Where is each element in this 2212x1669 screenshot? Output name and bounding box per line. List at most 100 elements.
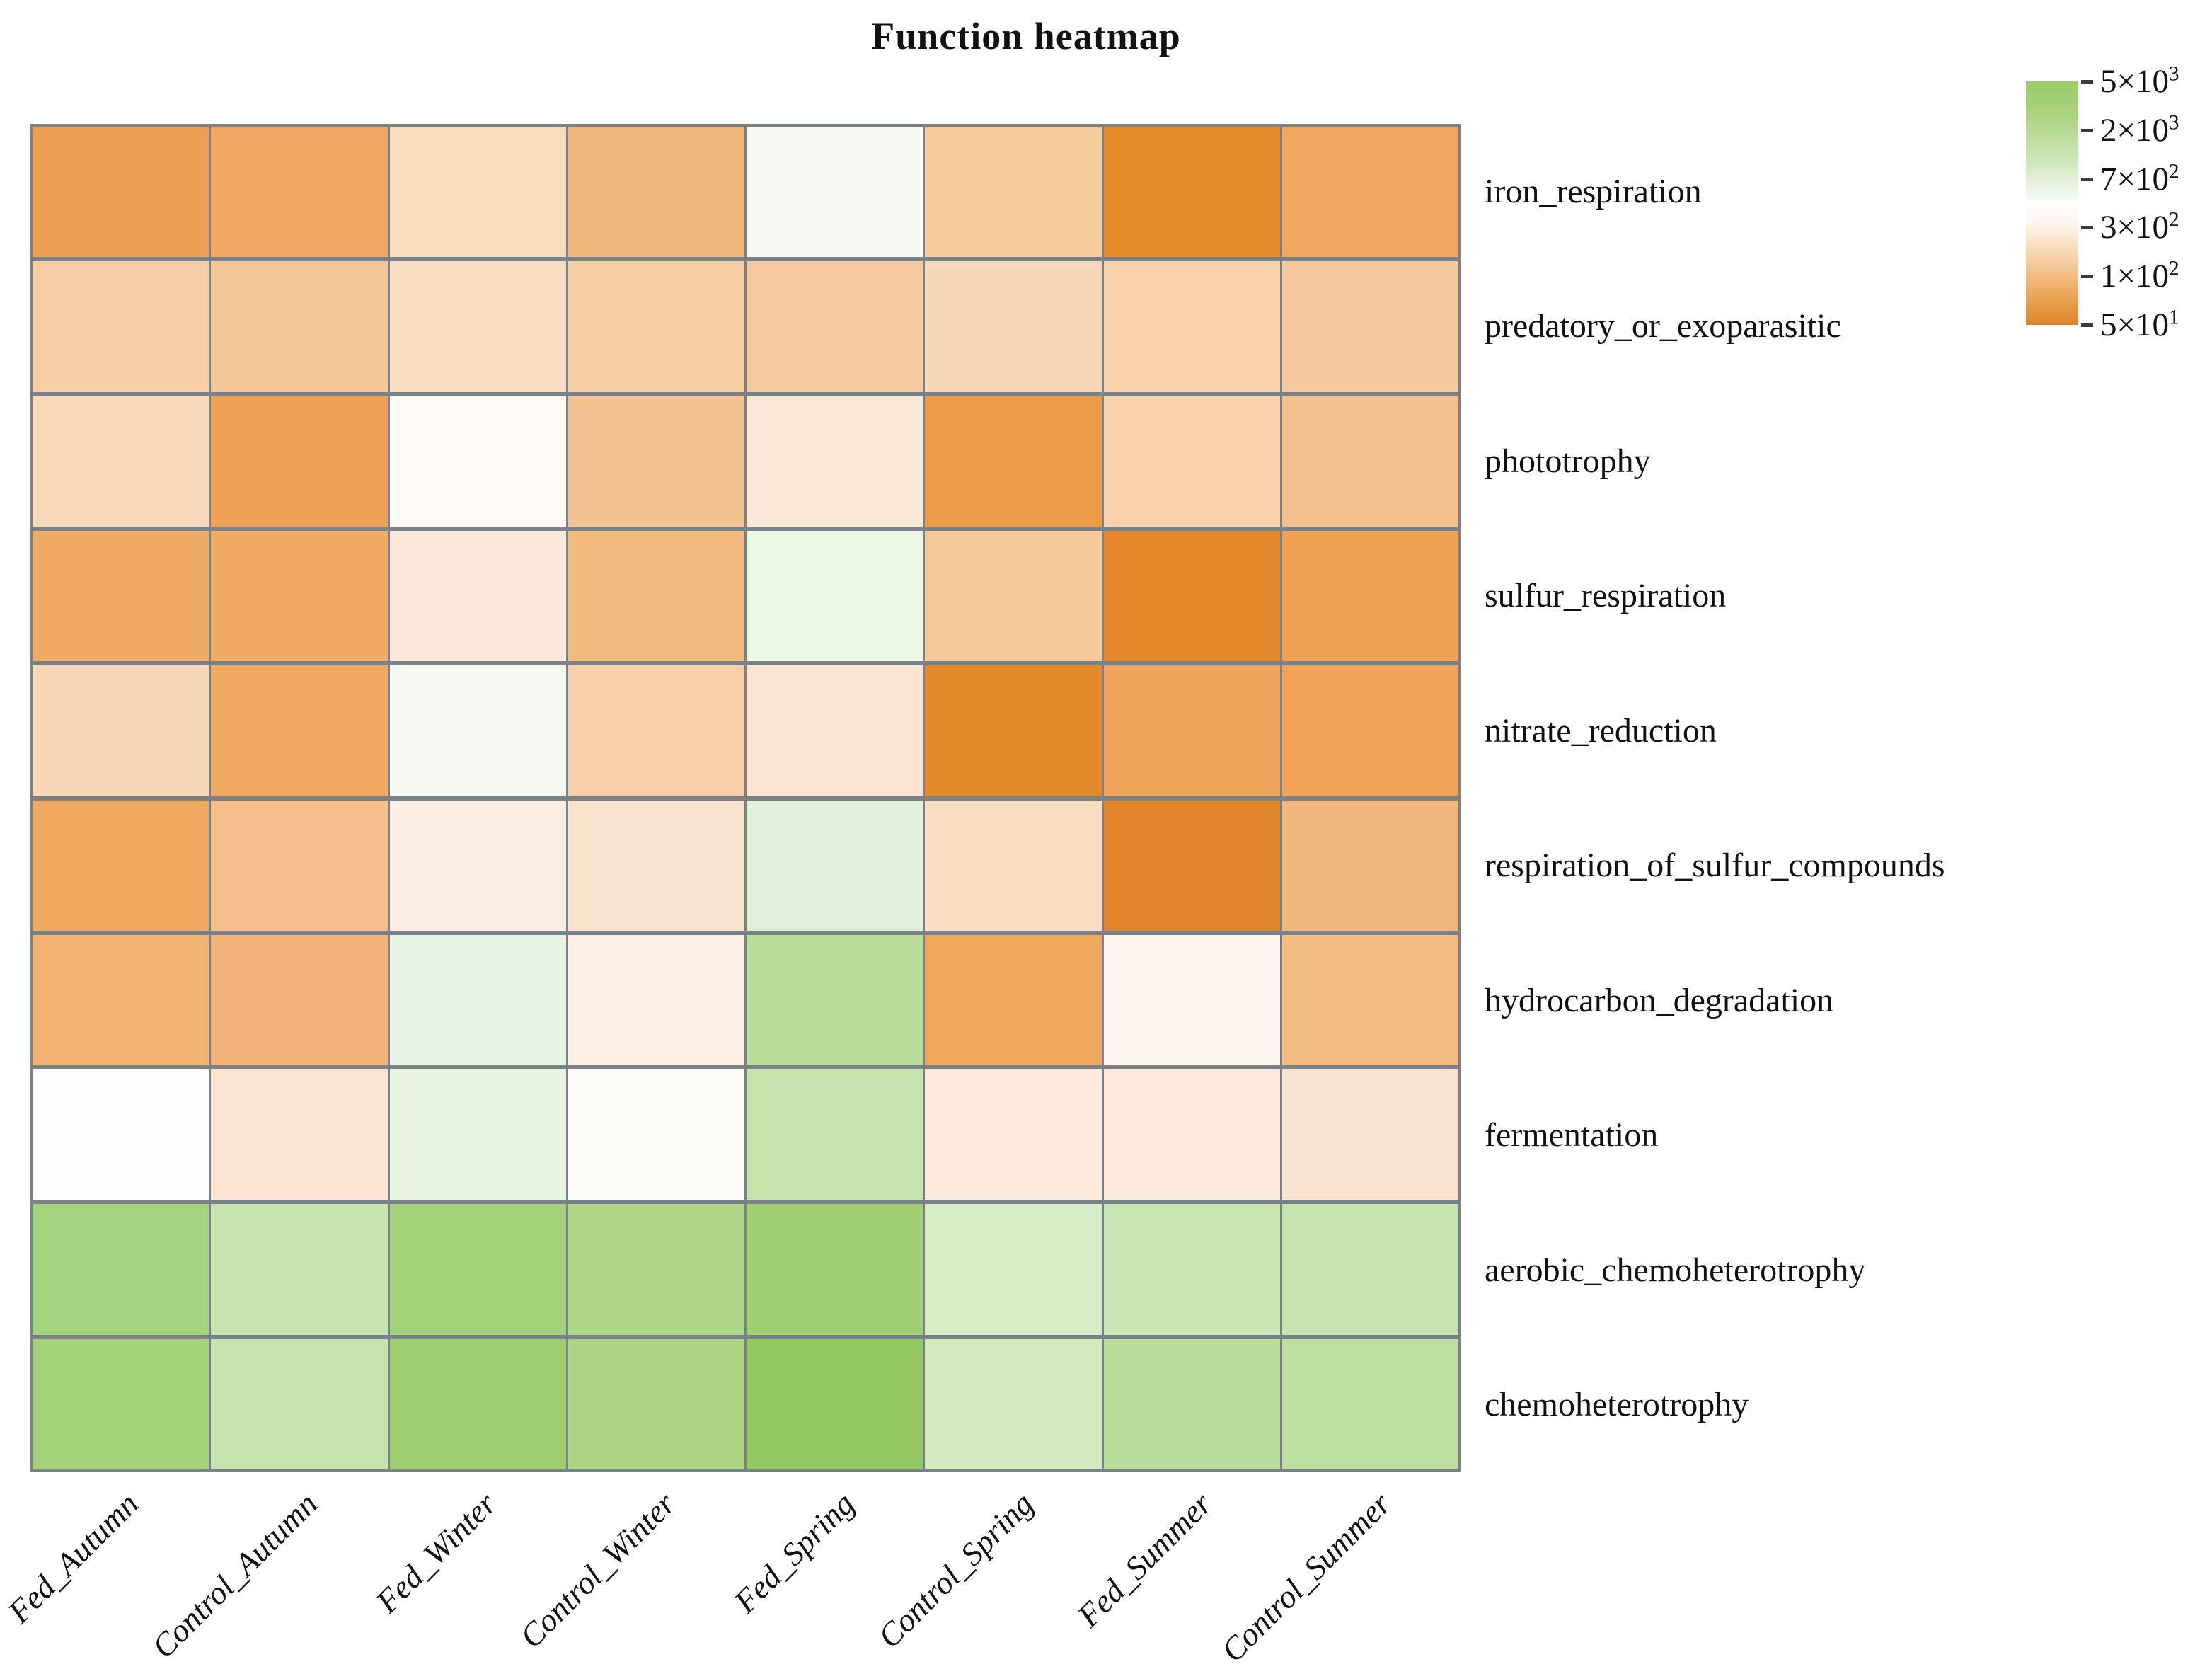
heatmap-cell-r9-c3: [568, 1338, 744, 1469]
heatmap-cell-r0-c0: [33, 127, 209, 258]
heatmap-cell-r3-c4: [747, 530, 923, 662]
column-label-Fed_Autumn: Fed_Autumn: [1, 1485, 146, 1630]
heatmap-cell-r8-c4: [747, 1204, 923, 1335]
row-label-sulfur_respiration: sulfur_respiration: [1485, 577, 1727, 615]
heatmap-cell-r4-c1: [211, 665, 388, 796]
heatmap-cell-r0-c3: [568, 127, 744, 258]
heatmap-cell-r0-c6: [1103, 127, 1280, 258]
heatmap-cell-r4-c2: [389, 665, 566, 796]
heatmap-cell-r9-c6: [1103, 1338, 1280, 1469]
heatmap-cell-r7-c1: [211, 1069, 388, 1200]
heatmap-cell-r1-c6: [1103, 261, 1280, 392]
row-label-chemoheterotrophy: chemoheterotrophy: [1485, 1386, 1749, 1424]
heatmap-cell-r1-c1: [211, 261, 388, 392]
heatmap-cell-r2-c1: [211, 396, 388, 527]
heatmap-cell-r8-c5: [925, 1204, 1102, 1335]
heatmap-cell-r7-c2: [389, 1069, 566, 1200]
heatmap-cell-r7-c5: [925, 1069, 1102, 1200]
legend-tick-mark: [2081, 323, 2093, 327]
row-axis-labels: iron_respiration predatory_or_exoparasiti…: [1485, 124, 2178, 1472]
heatmap-cell-r0-c7: [1281, 127, 1458, 258]
heatmap-cell-r0-c2: [389, 127, 566, 258]
column-label-Fed_Summer: Fed_Summer: [1070, 1485, 1219, 1634]
heatmap-cell-r1-c3: [568, 261, 744, 392]
legend-tick-label-700: 7×102: [2100, 159, 2179, 197]
legend-tick-label-5000: 5×103: [2100, 62, 2179, 100]
heatmap-cell-r4-c4: [747, 665, 923, 796]
chart-title: Function heatmap: [871, 15, 1181, 57]
heatmap-cell-r2-c2: [389, 396, 566, 527]
heatmap-cell-r3-c6: [1103, 530, 1280, 662]
heatmap-cell-r7-c4: [747, 1069, 923, 1200]
heatmap-cell-r0-c4: [747, 127, 923, 258]
legend-tick-mark: [2081, 80, 2093, 84]
heatmap-cell-r1-c7: [1281, 261, 1458, 392]
heatmap-cell-r7-c0: [33, 1069, 209, 1200]
heatmap-cell-r8-c6: [1103, 1204, 1280, 1335]
heatmap-cell-r2-c0: [33, 396, 209, 527]
heatmap-cell-r8-c7: [1281, 1204, 1458, 1335]
heatmap-cell-r4-c5: [925, 665, 1102, 796]
heatmap-cell-r3-c1: [211, 530, 388, 662]
heatmap-cell-r9-c2: [389, 1338, 566, 1469]
heatmap-cell-r3-c2: [389, 530, 566, 662]
heatmap-cell-r2-c6: [1103, 396, 1280, 527]
heatmap-cell-r6-c7: [1281, 934, 1458, 1066]
heatmap-cell-r5-c5: [925, 800, 1102, 931]
heatmap-grid: [30, 124, 1461, 1472]
heatmap-cell-r5-c7: [1281, 800, 1458, 931]
heatmap-cell-r5-c6: [1103, 800, 1280, 931]
legend-tick-label-2000: 2×103: [2100, 111, 2179, 149]
heatmap-cell-r5-c3: [568, 800, 744, 931]
legend-tick-label-50: 5×101: [2100, 306, 2179, 343]
heatmap-cell-r2-c5: [925, 396, 1102, 527]
heatmap-cell-r1-c0: [33, 261, 209, 392]
heatmap-cell-r3-c3: [568, 530, 744, 662]
row-label-phototrophy: phototrophy: [1485, 442, 1651, 480]
legend-tick-mark: [2081, 128, 2093, 132]
heatmap-cell-r0-c1: [211, 127, 388, 258]
heatmap-cell-r9-c0: [33, 1338, 209, 1469]
heatmap-cell-r9-c4: [747, 1338, 923, 1469]
heatmap-cell-r7-c3: [568, 1069, 744, 1200]
heatmap-cell-r5-c0: [33, 800, 209, 931]
heatmap-cell-r6-c6: [1103, 934, 1280, 1066]
heatmap-cell-r8-c3: [568, 1204, 744, 1335]
legend-tick-mark: [2081, 226, 2093, 230]
heatmap-cell-r3-c0: [33, 530, 209, 662]
heatmap-cell-r1-c4: [747, 261, 923, 392]
heatmap-cell-r6-c0: [33, 934, 209, 1066]
heatmap-cell-r4-c3: [568, 665, 744, 796]
legend-tick-mark: [2081, 177, 2093, 181]
heatmap-cell-r7-c6: [1103, 1069, 1280, 1200]
column-label-Fed_Spring: Fed_Spring: [727, 1485, 861, 1620]
heatmap-cell-r9-c1: [211, 1338, 388, 1469]
heatmap-cell-r0-c5: [925, 127, 1102, 258]
heatmap-cell-r2-c4: [747, 396, 923, 527]
row-label-hydrocarbon_degradation: hydrocarbon_degradation: [1485, 981, 1834, 1019]
heatmap-cell-r6-c1: [211, 934, 388, 1066]
heatmap-cell-r8-c1: [211, 1204, 388, 1335]
column-label-Control_Spring: Control_Spring: [870, 1485, 1040, 1655]
column-label-Control_Autumn: Control_Autumn: [144, 1485, 325, 1665]
row-label-aerobic_chemoheterotrophy: aerobic_chemoheterotrophy: [1485, 1251, 1866, 1289]
heatmap-cell-r1-c5: [925, 261, 1102, 392]
heatmap-cell-r2-c7: [1281, 396, 1458, 527]
heatmap-cell-r8-c0: [33, 1204, 209, 1335]
heatmap-cell-r7-c7: [1281, 1069, 1458, 1200]
row-label-respiration_of_sulfur_compounds: respiration_of_sulfur_compounds: [1485, 847, 1945, 885]
legend-tick-label-300: 3×102: [2100, 208, 2179, 246]
legend-colorbar: [2026, 81, 2078, 325]
legend-tick-label-100: 1×102: [2100, 257, 2179, 295]
heatmap-cell-r9-c7: [1281, 1338, 1458, 1469]
heatmap-cell-r6-c3: [568, 934, 744, 1066]
heatmap-cell-r3-c5: [925, 530, 1102, 662]
heatmap-cell-r4-c0: [33, 665, 209, 796]
heatmap-cell-r5-c2: [389, 800, 566, 931]
heatmap-cell-r6-c2: [389, 934, 566, 1066]
heatmap-cell-r2-c3: [568, 396, 744, 527]
heatmap-cell-r8-c2: [389, 1204, 566, 1335]
row-label-nitrate_reduction: nitrate_reduction: [1485, 711, 1717, 750]
column-label-Control_Winter: Control_Winter: [512, 1485, 682, 1655]
heatmap-cell-r5-c1: [211, 800, 388, 931]
